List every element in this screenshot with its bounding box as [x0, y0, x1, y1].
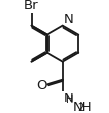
- Text: N: N: [63, 13, 73, 26]
- Text: H: H: [66, 94, 74, 104]
- Text: N: N: [64, 91, 73, 104]
- Text: NH: NH: [73, 100, 92, 113]
- Text: 2: 2: [77, 103, 83, 112]
- Text: O: O: [36, 78, 46, 91]
- Text: Br: Br: [24, 0, 39, 12]
